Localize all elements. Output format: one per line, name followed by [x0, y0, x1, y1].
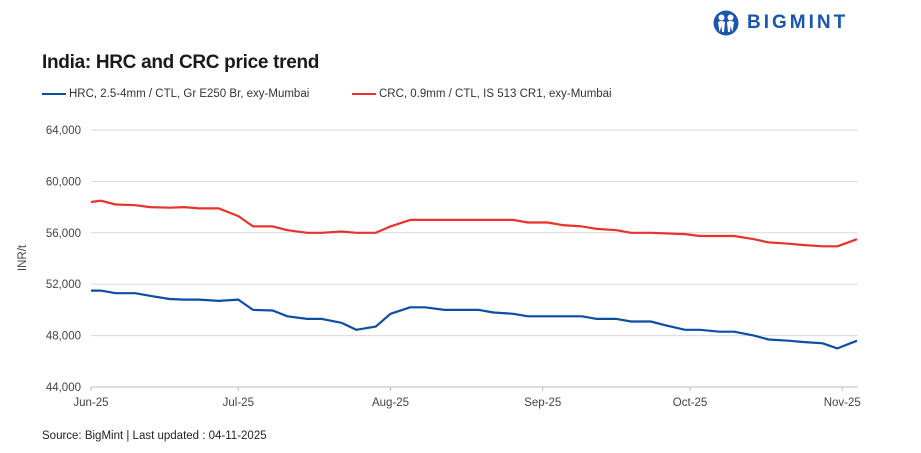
legend-item-crc: CRC, 0.9mm / CTL, IS 513 CR1, exy-Mumbai — [352, 88, 612, 100]
source-note: Source: BigMint | Last updated : 04-11-2… — [42, 430, 267, 442]
y-tick-label: 48,000 — [46, 331, 81, 343]
x-tick-label: Nov-25 — [824, 397, 861, 409]
y-axis-label: INR/t — [17, 244, 29, 271]
x-tick-label: Jul-25 — [223, 397, 254, 409]
chart-title: India: HRC and CRC price trend — [42, 52, 320, 73]
legend-swatch-crc — [352, 92, 376, 96]
y-tick-label: 44,000 — [46, 382, 81, 394]
x-tick-label: Jun-25 — [73, 397, 108, 409]
brand-name: BIGMINT — [747, 12, 849, 33]
x-tick-label: Oct-25 — [673, 397, 708, 409]
bigmint-logo-icon — [713, 10, 739, 36]
hrc-series-line — [91, 289, 858, 350]
legend-item-hrc: HRC, 2.5-4mm / CTL, Gr E250 Br, exy-Mumb… — [42, 88, 309, 100]
legend-swatch-hrc — [42, 92, 66, 96]
y-tick-label: 60,000 — [46, 176, 81, 188]
y-tick-label: 52,000 — [46, 279, 81, 291]
crc-series-line — [90, 199, 858, 248]
y-tick-label: 56,000 — [46, 228, 81, 240]
y-tick-label: 64,000 — [46, 125, 81, 137]
x-tick-label: Aug-25 — [372, 397, 409, 409]
legend-label-hrc: HRC, 2.5-4mm / CTL, Gr E250 Br, exy-Mumb… — [69, 88, 310, 100]
legend-label-crc: CRC, 0.9mm / CTL, IS 513 CR1, exy-Mumbai — [379, 88, 612, 100]
x-tick-label: Sep-25 — [524, 397, 561, 409]
bigmint-logo: BIGMINT — [713, 10, 848, 36]
